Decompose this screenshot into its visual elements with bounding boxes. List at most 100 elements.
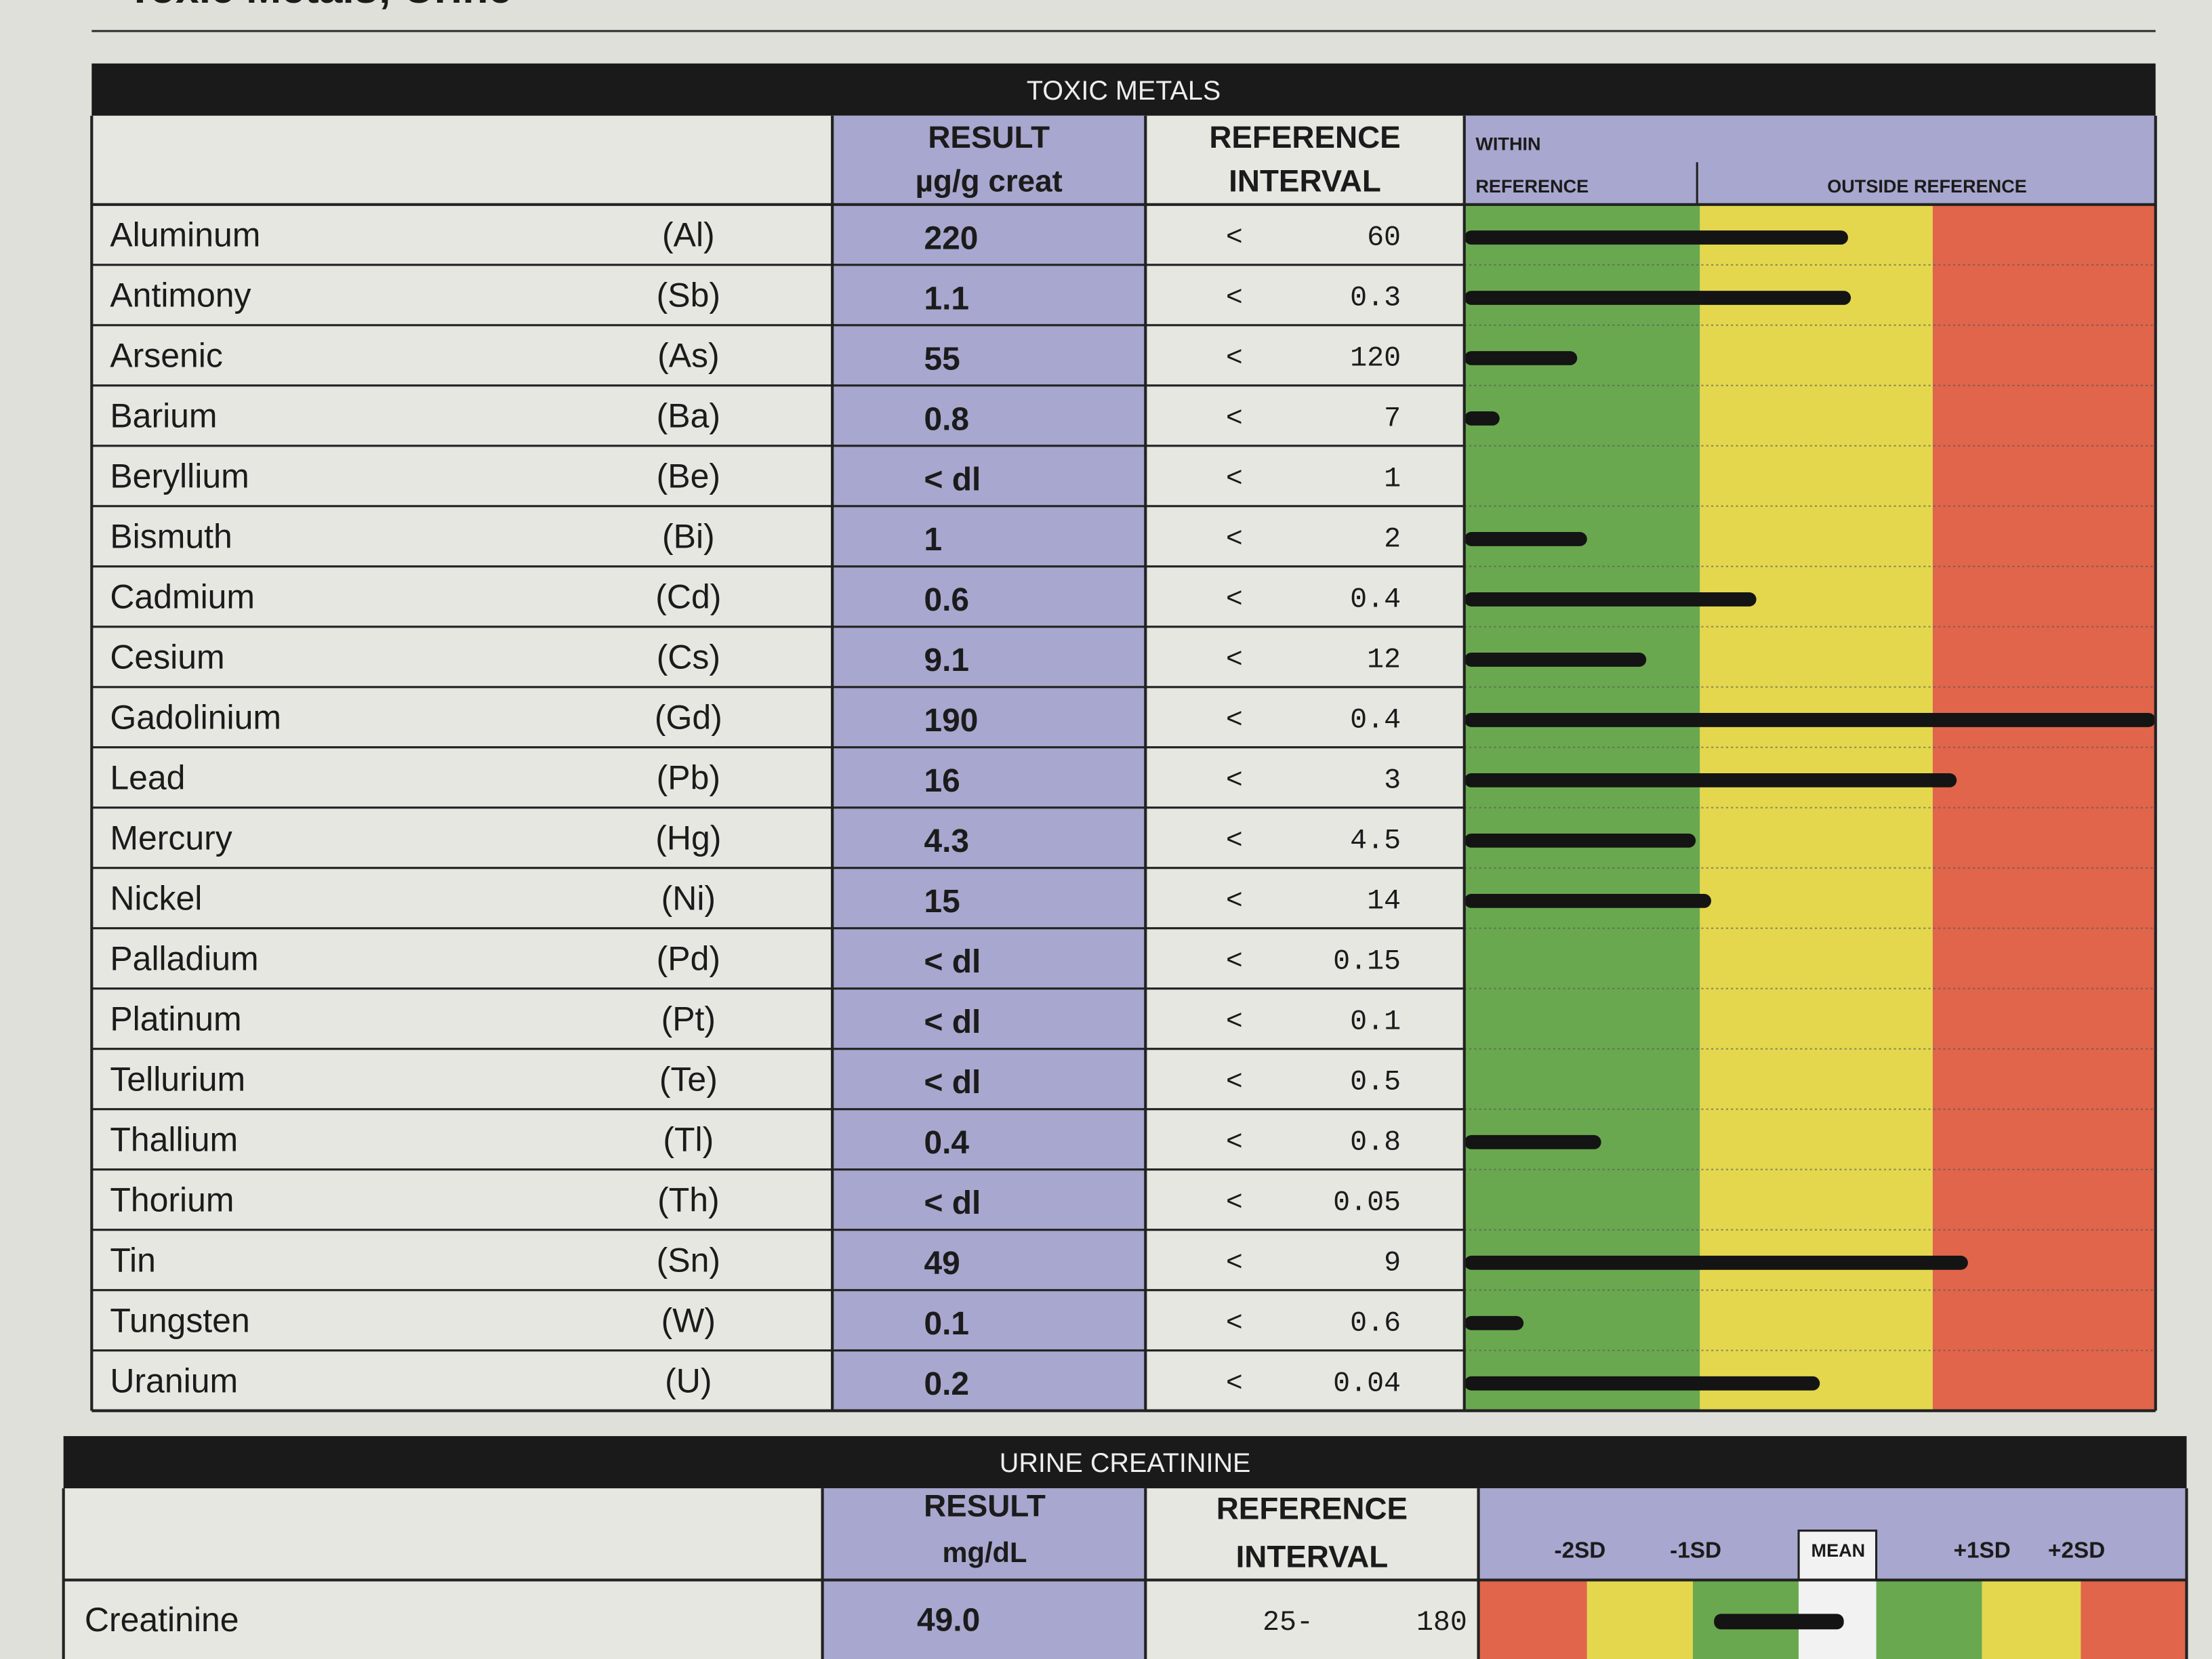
metal-name: Barium bbox=[110, 397, 217, 435]
result-value: 55 bbox=[924, 341, 960, 377]
sd-label: MEAN bbox=[1811, 1540, 1866, 1561]
sd-label: -2SD bbox=[1554, 1538, 1605, 1563]
sd-band bbox=[1982, 1580, 2081, 1659]
reference-value: 0.15 bbox=[1333, 945, 1401, 977]
result-column bbox=[832, 115, 1146, 1411]
metal-symbol: (Ni) bbox=[661, 880, 716, 918]
result-value: < dl bbox=[924, 1004, 981, 1040]
metal-name: Platinum bbox=[110, 1000, 241, 1038]
metal-symbol: (Ba) bbox=[657, 397, 720, 435]
reference-operator: < bbox=[1226, 462, 1243, 495]
result-unit: mg/dL bbox=[943, 1536, 1027, 1568]
result-bar bbox=[1714, 1614, 1844, 1630]
metal-name: Gadolinium bbox=[110, 699, 281, 737]
reference-header: INTERVAL bbox=[1236, 1539, 1389, 1574]
metal-name: Tungsten bbox=[110, 1301, 249, 1339]
metal-name: Beryllium bbox=[110, 457, 249, 495]
title-bar bbox=[91, 63, 2156, 116]
reference-header: REFERENCE bbox=[1209, 120, 1400, 155]
metal-name: Antimony bbox=[110, 276, 251, 314]
reference-operator: < bbox=[1226, 281, 1243, 314]
reference-operator: < bbox=[1226, 342, 1243, 374]
metal-name: Arsenic bbox=[110, 337, 223, 375]
result-bar bbox=[1464, 773, 1957, 787]
result-value: 220 bbox=[924, 220, 978, 256]
reference-operator: < bbox=[1226, 1005, 1243, 1038]
metal-symbol: (Gd) bbox=[655, 699, 722, 737]
metal-name: Mercury bbox=[110, 819, 232, 857]
metal-name: Cesium bbox=[110, 638, 224, 676]
metal-name: Bismuth bbox=[110, 518, 232, 556]
toxic-metals-table: TOXIC METALS RESULT µg/g creat REFERENCE INT… bbox=[90, 63, 2157, 1412]
sd-label: +1SD bbox=[1954, 1538, 2011, 1563]
reference-value: 14 bbox=[1367, 884, 1401, 917]
creatinine-table: URINE CREATININE RESULT mg/dL REFERENCE INTE… bbox=[62, 1436, 2188, 1659]
reference-low: 25- bbox=[1263, 1606, 1313, 1639]
reference-operator: < bbox=[1226, 1065, 1243, 1098]
reference-operator: < bbox=[1226, 1186, 1243, 1218]
result-value: < dl bbox=[924, 1065, 981, 1101]
reference-value: 120 bbox=[1350, 342, 1401, 374]
reference-value: 1 bbox=[1384, 462, 1401, 495]
metal-symbol: (Pt) bbox=[661, 1000, 716, 1038]
result-bar bbox=[1464, 713, 2156, 727]
reference-value: 0.5 bbox=[1350, 1065, 1401, 1098]
result-bar bbox=[1464, 833, 1696, 848]
metal-name: Palladium bbox=[110, 940, 258, 978]
reference-value: 3 bbox=[1384, 764, 1401, 796]
within-header: WITHIN bbox=[1475, 134, 1540, 155]
sd-band bbox=[1876, 1580, 1982, 1659]
metal-symbol: (Bi) bbox=[662, 518, 715, 556]
reference-operator: < bbox=[1226, 1307, 1243, 1339]
reference-value: 0.8 bbox=[1350, 1126, 1401, 1158]
result-bar bbox=[1464, 1134, 1601, 1149]
metal-symbol: (Sb) bbox=[657, 276, 720, 314]
result-value: 0.2 bbox=[924, 1366, 969, 1402]
result-value: 1 bbox=[924, 522, 942, 558]
within-header: REFERENCE bbox=[1475, 176, 1589, 197]
metal-symbol: (Cs) bbox=[657, 638, 720, 676]
metal-symbol: (Pb) bbox=[657, 759, 720, 797]
result-value: 0.4 bbox=[924, 1125, 969, 1161]
metal-symbol: (U) bbox=[665, 1361, 712, 1399]
reference-operator: < bbox=[1226, 221, 1243, 253]
result-bar bbox=[1464, 893, 1712, 908]
result-value: < dl bbox=[924, 1185, 981, 1221]
reference-operator: < bbox=[1226, 583, 1243, 615]
table-title: TOXIC METALS bbox=[1027, 76, 1221, 106]
result-header: RESULT bbox=[924, 1488, 1046, 1523]
reference-operator: < bbox=[1226, 764, 1243, 796]
metal-symbol: (Sn) bbox=[657, 1242, 720, 1279]
metal-name: Uranium bbox=[110, 1361, 238, 1399]
metal-name: Tin bbox=[110, 1242, 156, 1279]
metal-symbol: (Be) bbox=[657, 457, 720, 495]
within-band bbox=[1464, 204, 1700, 1411]
reference-operator: < bbox=[1226, 824, 1243, 857]
result-bar bbox=[1464, 230, 1848, 245]
reference-operator: < bbox=[1226, 884, 1243, 917]
metal-name: Thorium bbox=[110, 1181, 234, 1219]
reference-value: 0.1 bbox=[1350, 1005, 1401, 1038]
result-unit: µg/g creat bbox=[916, 164, 1063, 199]
metal-symbol: (Hg) bbox=[655, 819, 721, 857]
metal-symbol: (W) bbox=[661, 1301, 716, 1339]
result-value: 1.1 bbox=[924, 281, 969, 316]
metal-name: Thallium bbox=[110, 1121, 238, 1159]
result-bar bbox=[1464, 653, 1647, 667]
metal-symbol: (Th) bbox=[657, 1181, 720, 1219]
result-bar bbox=[1464, 532, 1587, 546]
metal-symbol: (Pd) bbox=[657, 940, 720, 978]
result-value: 16 bbox=[924, 763, 960, 799]
reference-operator: < bbox=[1226, 703, 1243, 736]
page-title: Toxic Metals; Urine bbox=[127, 0, 512, 12]
reference-value: 12 bbox=[1367, 643, 1401, 676]
reference-header: REFERENCE bbox=[1216, 1492, 1408, 1526]
result-column bbox=[822, 1488, 1146, 1659]
result-bar bbox=[1464, 1315, 1524, 1330]
sd-band bbox=[2081, 1580, 2187, 1659]
result-bar bbox=[1464, 1255, 1968, 1270]
metal-name: Nickel bbox=[110, 880, 202, 918]
metal-name: Aluminum bbox=[110, 216, 260, 254]
result-value: 9.1 bbox=[924, 642, 969, 678]
metal-name: Cadmium bbox=[110, 578, 255, 616]
